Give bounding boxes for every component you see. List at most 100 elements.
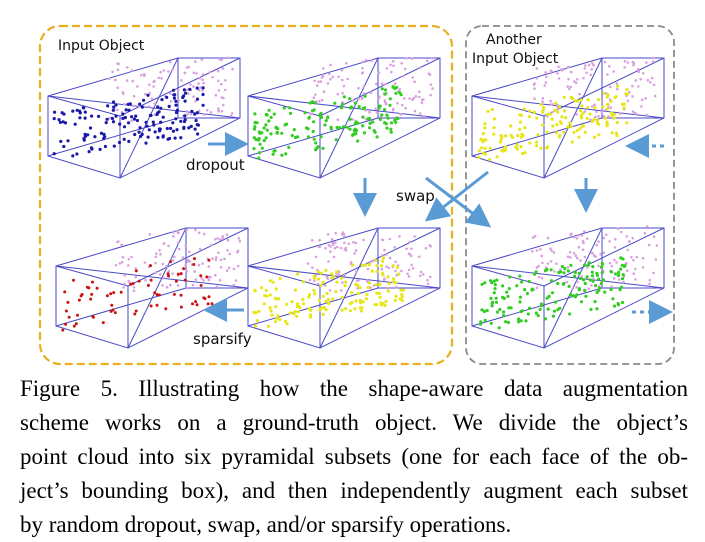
point — [118, 122, 122, 126]
point — [194, 99, 197, 103]
point — [533, 272, 537, 276]
point — [619, 112, 622, 115]
point — [179, 305, 183, 309]
point — [546, 262, 550, 265]
point — [317, 298, 321, 303]
point — [623, 66, 626, 69]
point — [283, 319, 288, 323]
point — [539, 248, 542, 251]
point — [535, 266, 539, 269]
point — [413, 235, 417, 238]
caption-line: Figure 5. Illustrating how the shape-awa… — [20, 376, 688, 401]
point — [312, 96, 316, 99]
point — [116, 86, 119, 90]
point — [324, 308, 328, 312]
point — [217, 107, 220, 110]
point — [562, 271, 566, 275]
point — [549, 71, 552, 74]
point — [177, 247, 181, 251]
point — [309, 308, 313, 312]
point — [274, 126, 278, 130]
point — [313, 79, 316, 83]
point — [622, 280, 625, 284]
point — [377, 97, 381, 100]
point — [179, 119, 183, 123]
point — [252, 136, 256, 140]
point — [583, 67, 586, 70]
point — [102, 136, 106, 141]
point — [528, 141, 532, 145]
point — [586, 98, 590, 102]
point — [194, 300, 198, 304]
point — [220, 109, 224, 113]
point — [362, 238, 365, 242]
point — [301, 280, 305, 284]
point — [489, 321, 493, 325]
box-diagonal — [471, 265, 665, 289]
point — [361, 71, 364, 75]
point — [353, 132, 357, 136]
point — [654, 258, 658, 261]
point — [576, 78, 579, 81]
point — [171, 231, 175, 234]
point — [551, 124, 555, 128]
point — [206, 302, 210, 306]
point — [585, 237, 589, 240]
point — [418, 112, 422, 115]
point — [367, 281, 371, 285]
point — [326, 116, 330, 120]
point — [411, 76, 415, 79]
point — [199, 86, 202, 89]
point — [504, 134, 508, 138]
point — [83, 110, 87, 114]
point — [641, 256, 645, 260]
point — [343, 235, 346, 238]
point — [324, 246, 327, 250]
point — [426, 282, 430, 286]
point — [78, 116, 82, 120]
point — [608, 261, 612, 265]
point — [492, 279, 496, 283]
point — [200, 58, 204, 61]
point — [161, 284, 164, 287]
point — [160, 98, 164, 102]
point — [314, 141, 318, 145]
point — [554, 131, 559, 135]
point — [599, 265, 604, 269]
point — [426, 278, 429, 282]
point — [362, 131, 367, 135]
point — [408, 97, 411, 100]
point — [414, 95, 418, 98]
point — [641, 72, 645, 75]
point — [565, 280, 569, 284]
point — [153, 130, 157, 134]
point — [608, 240, 611, 243]
point — [640, 105, 643, 108]
point — [361, 60, 365, 64]
point — [134, 269, 138, 273]
point — [319, 80, 323, 83]
point — [226, 238, 230, 242]
point — [374, 283, 378, 287]
point — [319, 111, 323, 115]
point — [186, 112, 189, 116]
point — [321, 98, 324, 102]
point — [202, 232, 206, 236]
point — [628, 91, 631, 94]
point — [314, 93, 317, 96]
point — [612, 70, 615, 73]
point — [154, 271, 158, 274]
point — [375, 135, 379, 139]
point — [217, 251, 220, 255]
point — [200, 276, 203, 280]
point — [182, 267, 186, 271]
point — [536, 133, 540, 137]
point — [597, 133, 601, 137]
point — [400, 298, 404, 302]
point — [195, 72, 198, 75]
box-edge — [47, 117, 179, 157]
point — [230, 112, 234, 115]
point — [602, 278, 606, 282]
point — [502, 296, 506, 301]
point — [322, 67, 325, 70]
